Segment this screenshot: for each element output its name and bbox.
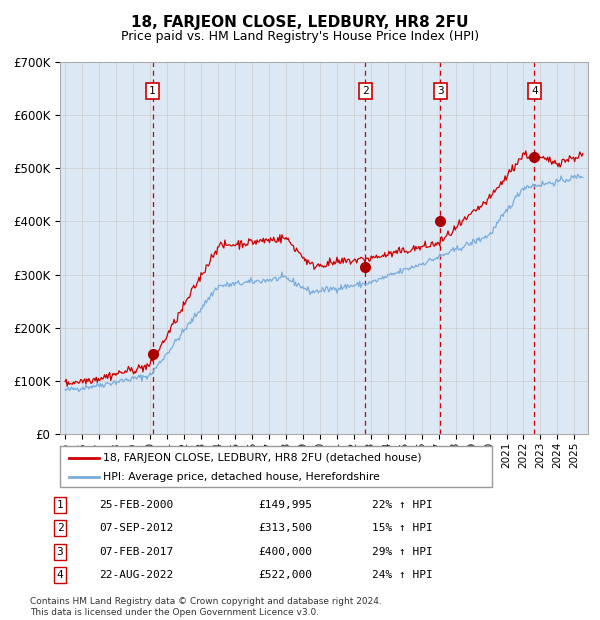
Text: 1: 1 <box>149 86 156 96</box>
Text: 2: 2 <box>362 86 368 96</box>
Text: 1: 1 <box>56 500 64 510</box>
Text: HPI: Average price, detached house, Herefordshire: HPI: Average price, detached house, Here… <box>103 472 380 482</box>
Text: £400,000: £400,000 <box>258 547 312 557</box>
Text: 22-AUG-2022: 22-AUG-2022 <box>99 570 173 580</box>
Text: Price paid vs. HM Land Registry's House Price Index (HPI): Price paid vs. HM Land Registry's House … <box>121 30 479 43</box>
Text: 24% ↑ HPI: 24% ↑ HPI <box>372 570 433 580</box>
FancyBboxPatch shape <box>60 446 492 487</box>
Text: £522,000: £522,000 <box>258 570 312 580</box>
Text: 2: 2 <box>56 523 64 533</box>
Text: 29% ↑ HPI: 29% ↑ HPI <box>372 547 433 557</box>
Text: 07-FEB-2017: 07-FEB-2017 <box>99 547 173 557</box>
Text: 25-FEB-2000: 25-FEB-2000 <box>99 500 173 510</box>
Text: 18, FARJEON CLOSE, LEDBURY, HR8 2FU: 18, FARJEON CLOSE, LEDBURY, HR8 2FU <box>131 16 469 30</box>
Text: £149,995: £149,995 <box>258 500 312 510</box>
Text: 4: 4 <box>531 86 538 96</box>
Text: 4: 4 <box>56 570 64 580</box>
Text: 3: 3 <box>56 547 64 557</box>
Text: £313,500: £313,500 <box>258 523 312 533</box>
Text: 18, FARJEON CLOSE, LEDBURY, HR8 2FU (detached house): 18, FARJEON CLOSE, LEDBURY, HR8 2FU (det… <box>103 453 422 463</box>
Text: 07-SEP-2012: 07-SEP-2012 <box>99 523 173 533</box>
Text: 3: 3 <box>437 86 443 96</box>
Text: 15% ↑ HPI: 15% ↑ HPI <box>372 523 433 533</box>
Text: Contains HM Land Registry data © Crown copyright and database right 2024.
This d: Contains HM Land Registry data © Crown c… <box>30 598 382 617</box>
Text: 22% ↑ HPI: 22% ↑ HPI <box>372 500 433 510</box>
